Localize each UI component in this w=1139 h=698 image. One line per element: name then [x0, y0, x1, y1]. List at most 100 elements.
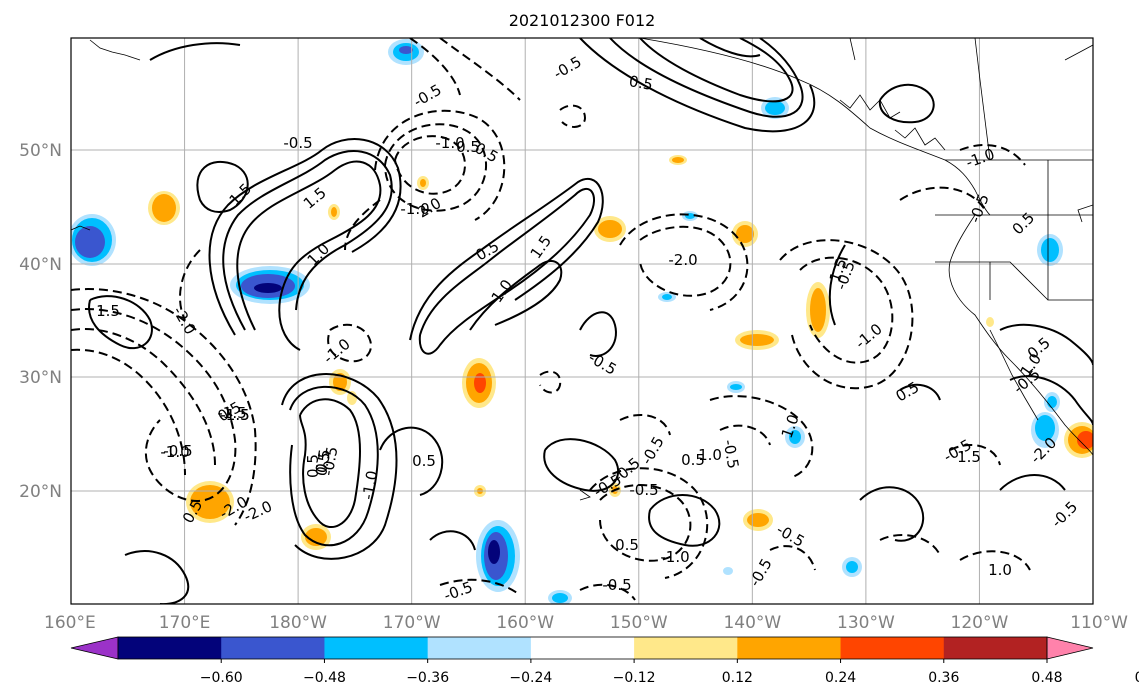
anomaly-patch: [789, 430, 801, 444]
colorbar-segment: [943, 637, 1048, 659]
colorbar-tick-label: 0.12: [722, 670, 753, 686]
colorbar-tick-label: −0.60: [200, 670, 243, 686]
contour-label: -1.0: [359, 469, 382, 501]
contour-line-negative: [179, 249, 201, 321]
colorbar-tick-label: −0.24: [509, 670, 552, 686]
contour-line-positive: [469, 260, 563, 331]
anomaly-patch: [723, 567, 733, 575]
contour-label: -0.5: [163, 442, 192, 460]
anomaly-patch: [552, 593, 568, 603]
contour-line-positive: [88, 295, 153, 350]
longitude-label: 180°W: [269, 613, 327, 633]
contour-line-negative: [639, 225, 732, 297]
contour-line-negative: [71, 308, 237, 502]
anomaly-patch: [305, 528, 327, 546]
contour-line-positive: [878, 83, 935, 124]
contour-label: -1.0: [160, 443, 189, 461]
contour-line-negative: [71, 288, 257, 526]
anomaly-patch: [152, 194, 176, 222]
contour-line-positive: [149, 42, 241, 61]
anomaly-patch: [986, 317, 994, 327]
contour-line-negative: [439, 38, 521, 101]
contour-label: 1.5: [96, 302, 120, 320]
contour-line-positive: [418, 187, 595, 355]
contour-line-positive: [699, 38, 761, 58]
contour-line-negative: [959, 550, 1031, 571]
contour-line-positive: [543, 438, 620, 492]
anomaly-patch: [399, 46, 413, 54]
contour-line-positive: [196, 160, 249, 213]
contour-line-positive: [429, 530, 476, 551]
coastline: [989, 329, 1039, 421]
contour-label: -0.5: [629, 481, 658, 499]
latitude-labels: 50°N 40°N 30°N 20°N: [19, 141, 62, 502]
anomaly-patch: [1041, 238, 1059, 262]
anomaly-patch: [1035, 415, 1055, 441]
coastline: [948, 214, 1093, 456]
contour-label: 0.5: [312, 451, 334, 478]
latitude-label: 50°N: [19, 141, 62, 161]
anomaly-patch: [420, 179, 426, 187]
coastline: [89, 39, 141, 61]
contour-line-positive: [222, 150, 393, 331]
contour-line-negative: [539, 370, 562, 394]
anomaly-patch: [254, 283, 282, 293]
coastline: [579, 489, 591, 501]
contour-label: -1.5: [220, 406, 249, 424]
contour-line-negative: [959, 144, 1026, 166]
contour-line-negative: [779, 239, 914, 390]
contour-line-negative: [879, 534, 941, 556]
contour-line-negative: [327, 323, 372, 363]
coastline: [1064, 44, 1093, 61]
contour-line-negative: [374, 109, 506, 221]
contour-line-negative: [599, 484, 692, 562]
colorbar-segment: [221, 637, 325, 659]
anomaly-patch: [331, 207, 337, 217]
contour-label: -1.0: [400, 200, 429, 218]
contour-line-negative: [71, 328, 216, 466]
contour-label: 0.5: [628, 72, 655, 94]
colorbar-segment: [634, 637, 738, 659]
colorbar-segment: [737, 637, 842, 659]
colorbar-segment: [427, 637, 532, 659]
colorbar-tick-label: 0.48: [1031, 670, 1062, 686]
coastline: [974, 38, 991, 161]
anomaly-patch: [846, 561, 858, 573]
contour-line-positive: [409, 178, 604, 341]
coastline: [639, 38, 991, 216]
contour-line-negative: [394, 135, 466, 195]
colorbar-tick-label: −0.36: [406, 670, 449, 686]
anomaly-patch: [672, 157, 684, 163]
latitude-label: 20°N: [19, 482, 62, 502]
longitude-label: 170°W: [383, 613, 441, 633]
contour-line-positive: [828, 244, 846, 326]
contour-line-positive: [999, 474, 1066, 491]
contour-line-positive: [299, 398, 361, 529]
colorbar-segment: [530, 637, 635, 659]
contour-label: 1.0: [698, 446, 722, 464]
contour-label: 0.5: [304, 454, 322, 478]
anomaly-patch: [747, 513, 769, 527]
map-title: 2021012300 F012: [509, 11, 656, 30]
contour-label: 0.5: [312, 448, 334, 475]
contour-line-positive: [379, 426, 444, 496]
anomaly-patch: [598, 220, 622, 238]
latitude-label: 40°N: [19, 255, 62, 275]
coastline: [849, 38, 856, 61]
longitude-label: 160°W: [496, 613, 554, 633]
longitude-label: 160°E: [44, 613, 96, 633]
contour-label: 1.0: [988, 561, 1012, 579]
contour-label: 1.5: [957, 448, 981, 466]
anomaly-fill-layer: [71, 39, 1093, 604]
contour-line-positive: [639, 38, 794, 103]
coastline: [1077, 204, 1093, 223]
contour-line-positive: [859, 486, 925, 542]
contour-line-negative: [559, 104, 587, 128]
colorbar-segment: [324, 637, 429, 659]
contour-line-positive: [124, 550, 190, 604]
anomaly-patch: [474, 373, 486, 393]
contour-label: -1.0: [660, 548, 689, 566]
contour-label: 0.5: [681, 451, 705, 469]
colorbar-tick-label: −0.12: [613, 670, 656, 686]
contour-line-positive: [579, 38, 816, 133]
